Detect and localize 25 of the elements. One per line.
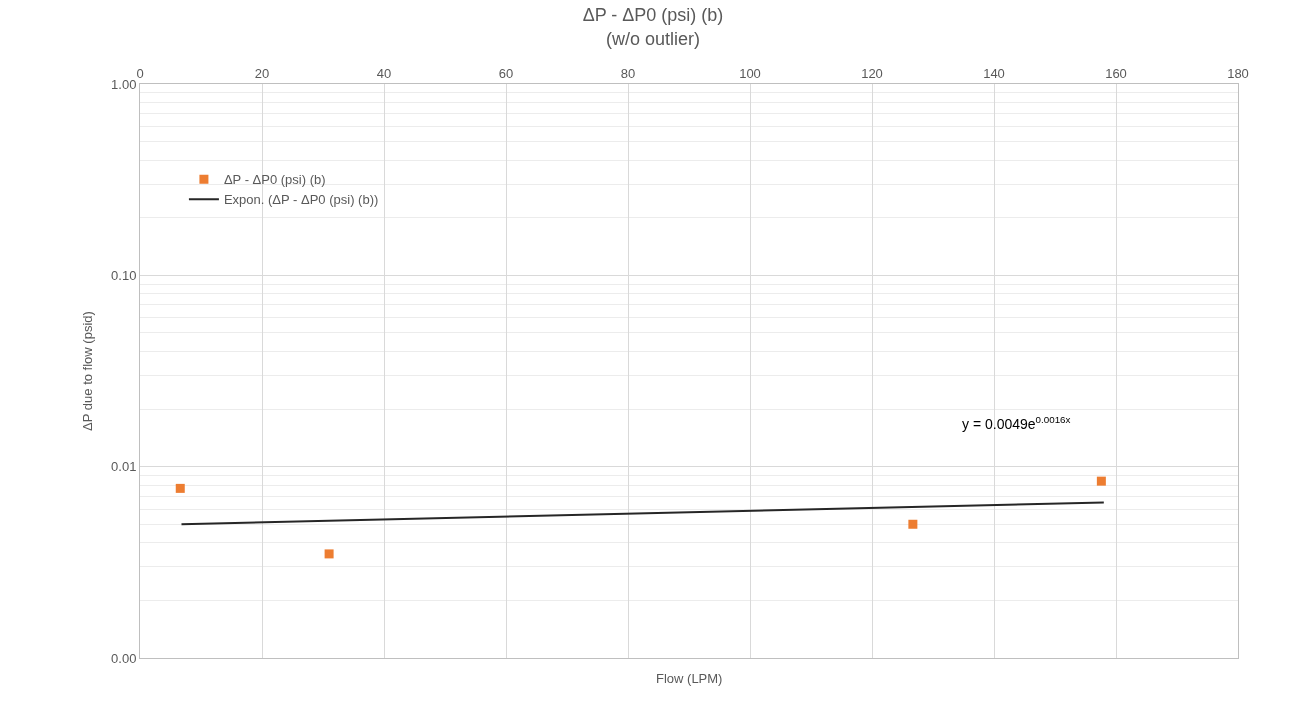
legend-label: ΔP - ΔP0 (psi) (b) <box>223 172 326 188</box>
legend-label: Expon. (ΔP - ΔP0 (psi) (b)) <box>223 192 379 208</box>
y-tick-label: 0.00 <box>111 650 137 666</box>
y-tick-label: 1.00 <box>111 76 137 92</box>
point <box>324 549 334 559</box>
y-tick-label: 0.01 <box>111 459 137 475</box>
chart-title: ΔP - ΔP0 (psi) (b) <box>582 5 724 26</box>
y-axis-title: ΔP due to flow (psid) <box>80 311 96 431</box>
annotation: y = 0.0049e$^{0.0016x}$ <box>962 414 1071 432</box>
point <box>908 519 918 529</box>
x-axis-title: Flow (LPM) <box>656 671 723 686</box>
chart-subtitle: (w/o outlier) <box>605 28 701 49</box>
y-tick-label: 0.10 <box>111 267 137 283</box>
point <box>175 483 185 493</box>
x-tick-label: 20 <box>254 65 270 81</box>
point <box>1096 476 1106 486</box>
x-tick-label: 0 <box>136 65 144 81</box>
x-tick-label: 120 <box>861 65 883 81</box>
x-tick-label: 40 <box>376 65 392 81</box>
x-tick-label: 60 <box>498 65 514 81</box>
x-tick-label: 80 <box>620 65 636 81</box>
x-tick-label: 100 <box>739 65 761 81</box>
x-tick-label: 160 <box>1105 65 1127 81</box>
x-tick-label: 180 <box>1227 65 1249 81</box>
x-tick-label: 140 <box>983 65 1005 81</box>
